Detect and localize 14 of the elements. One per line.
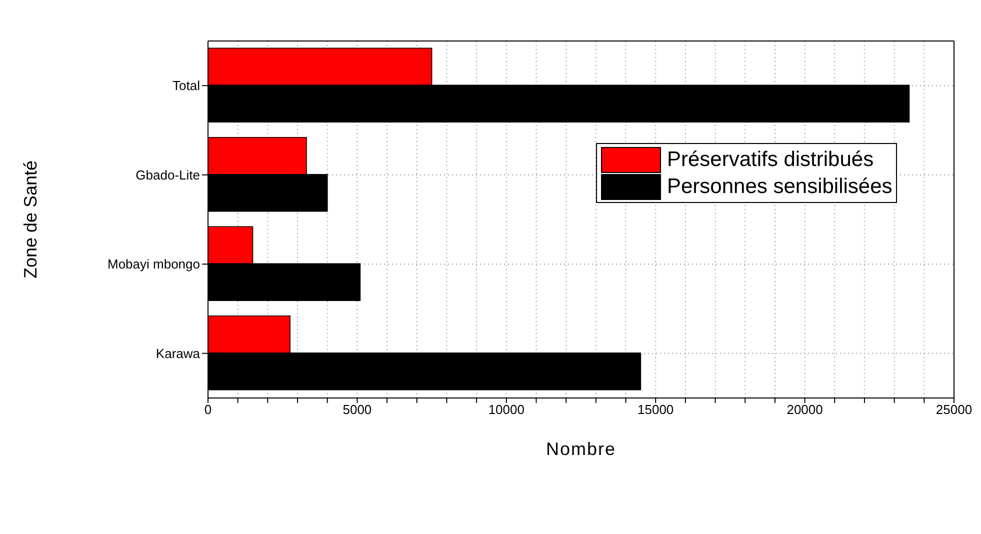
x-tick-label: 20000 [786,402,823,418]
legend-label: Personnes sensibilisées [667,174,892,198]
x-tick-label: 25000 [936,402,972,418]
y-tick-label: Mobayi mbongo [108,256,200,272]
x-tick-label: 10000 [488,402,524,418]
legend-label: Préservatifs distribués [667,148,874,172]
x-tick-label: 5000 [342,402,372,418]
y-tick-label: Karawa [156,346,201,361]
x-axis-title: Nombre [546,439,616,459]
y-tick-label: Gbado-Lite [136,167,200,182]
x-tick-label: 0 [204,402,212,418]
x-tick-label: 15000 [638,402,674,418]
y-tick-label: Total [172,78,200,94]
y-axis-title: Zone de Santé [20,160,40,279]
